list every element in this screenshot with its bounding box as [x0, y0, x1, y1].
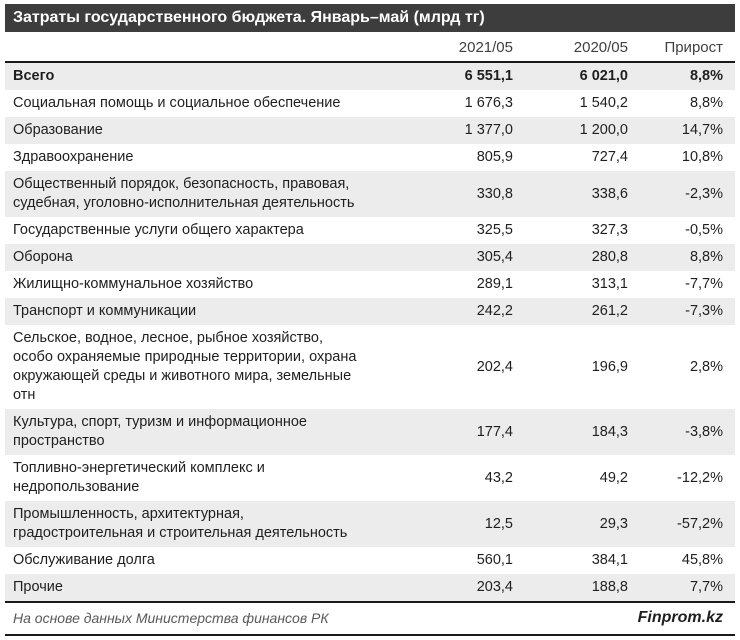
row-value-2020-05: 727,4 — [591, 149, 628, 165]
row-growth-value: 8,8% — [689, 68, 723, 84]
table-row: Общественный порядок, безопасность, прав… — [5, 171, 735, 217]
row-value-2021-05: 560,1 — [476, 552, 513, 568]
row-value-2021-05: 12,5 — [484, 515, 513, 532]
row-growth-value: -57,2% — [677, 515, 723, 532]
row-category-label: Государственные услуги общего характера — [13, 222, 304, 238]
row-value-2020-05: 261,2 — [591, 303, 628, 319]
row-growth-value: 7,7% — [628, 574, 735, 603]
table-row: Оборона 305,4 280,8 8,8% — [5, 244, 735, 271]
row-category-label: Образование — [13, 122, 103, 138]
table-row: Сельское, водное, лесное, рыбное хозяйст… — [5, 325, 735, 409]
table-row: Топливно-энергетический комплекс и недро… — [5, 455, 735, 501]
row-value-2020-05: 29,3 — [599, 515, 628, 532]
col-header-2020-05: 2020/05 — [513, 35, 628, 63]
row-category-label: Жилищно-коммунальное хозяйство — [13, 276, 254, 292]
row-value-2020-05: 1 540,2 — [579, 95, 628, 111]
row-value-2021-05: 305,4 — [476, 249, 513, 265]
brand-logo: Finprom.kz — [637, 609, 723, 626]
row-category-label: Культура, спорт, туризм и информационное… — [13, 414, 307, 449]
row-growth-value: 8,8% — [689, 95, 723, 111]
col-header-growth: Прирост — [628, 35, 735, 63]
row-value-2020-05: 327,3 — [591, 222, 628, 238]
row-category-label: Промышленность, архитектурная, градостро… — [13, 506, 348, 541]
row-value-2021-05: 203,4 — [373, 574, 513, 603]
table-row: Промышленность, архитектурная, градостро… — [5, 501, 735, 547]
row-value-2020-05: 384,1 — [591, 552, 628, 568]
row-growth-value: 14,7% — [681, 122, 723, 138]
row-value-2020-05: 280,8 — [591, 249, 628, 265]
row-growth-value: 45,8% — [681, 552, 723, 568]
table-row: Культура, спорт, туризм и информационное… — [5, 409, 735, 455]
footer: На основе данных Министерства финансов Р… — [5, 603, 735, 636]
row-value-2021-05: 6 551,1 — [464, 68, 513, 84]
row-value-2020-05: 49,2 — [599, 469, 628, 486]
budget-table: 2021/05 2020/05 Прирост Всего 6 551,1 6 … — [5, 35, 735, 603]
row-value-2020-05: 313,1 — [591, 276, 628, 292]
table-row: Социальная помощь и социальное обеспечен… — [5, 90, 735, 117]
row-value-2020-05: 196,9 — [591, 358, 628, 375]
row-value-2021-05: 330,8 — [476, 185, 513, 202]
table-row: Транспорт и коммуникации 242,2 261,2 -7,… — [5, 298, 735, 325]
row-value-2021-05: 805,9 — [476, 149, 513, 165]
row-category-label: Прочие — [5, 574, 373, 603]
row-category-label: Общественный порядок, безопасность, прав… — [13, 176, 355, 211]
row-category-label: Всего — [13, 68, 55, 84]
row-value-2020-05: 338,6 — [591, 185, 628, 202]
table-row: Всего 6 551,1 6 021,0 8,8% — [5, 62, 735, 90]
row-category-label: Транспорт и коммуникации — [13, 303, 197, 319]
row-value-2020-05: 6 021,0 — [579, 68, 628, 84]
row-value-2021-05: 1 377,0 — [464, 122, 513, 138]
row-category-label: Сельское, водное, лесное, рыбное хозяйст… — [13, 330, 357, 403]
title-bar: Затраты государственного бюджета. Январь… — [5, 4, 735, 32]
row-category-label: Оборона — [13, 249, 73, 265]
row-growth-value: -7,7% — [685, 276, 723, 292]
col-header-category — [5, 35, 373, 63]
table-row: Образование 1 377,0 1 200,0 14,7% — [5, 117, 735, 144]
row-value-2021-05: 177,4 — [476, 423, 513, 440]
row-category-label: Обслуживание долга — [13, 552, 155, 568]
row-value-2020-05: 1 200,0 — [579, 122, 628, 138]
row-value-2020-05: 188,8 — [513, 574, 628, 603]
row-value-2021-05: 43,2 — [484, 469, 513, 486]
table-header-row: 2021/05 2020/05 Прирост — [5, 35, 735, 63]
table-body: Всего 6 551,1 6 021,0 8,8% Социальная по… — [5, 62, 735, 603]
table-row: Обслуживание долга 560,1 384,1 45,8% — [5, 547, 735, 574]
row-growth-value: -2,3% — [685, 185, 723, 202]
budget-infographic: Затраты государственного бюджета. Январь… — [5, 4, 735, 636]
table-row: Здравоохранение 805,9 727,4 10,8% — [5, 144, 735, 171]
row-growth-value: -0,5% — [685, 222, 723, 238]
row-value-2021-05: 1 676,3 — [464, 95, 513, 111]
row-growth-value: 8,8% — [689, 249, 723, 265]
row-value-2020-05: 184,3 — [591, 423, 628, 440]
page-title: Затраты государственного бюджета. Январь… — [13, 9, 485, 26]
row-value-2021-05: 289,1 — [476, 276, 513, 292]
row-category-label: Топливно-энергетический комплекс и недро… — [13, 460, 265, 495]
row-growth-value: -12,2% — [677, 469, 723, 486]
row-growth-value: 10,8% — [681, 149, 723, 165]
row-value-2021-05: 202,4 — [476, 358, 513, 375]
table-row: Прочие 203,4 188,8 7,7% — [5, 574, 735, 603]
row-category-label: Социальная помощь и социальное обеспечен… — [13, 95, 341, 111]
row-value-2021-05: 325,5 — [476, 222, 513, 238]
col-header-2021-05: 2021/05 — [373, 35, 513, 63]
row-growth-value: -3,8% — [685, 423, 723, 440]
table-row: Жилищно-коммунальное хозяйство 289,1 313… — [5, 271, 735, 298]
source-note: На основе данных Министерства финансов Р… — [13, 610, 329, 626]
row-growth-value: -7,3% — [685, 303, 723, 319]
row-category-label: Здравоохранение — [13, 149, 134, 165]
row-value-2021-05: 242,2 — [476, 303, 513, 319]
table-row: Государственные услуги общего характера … — [5, 217, 735, 244]
row-growth-value: 2,8% — [689, 358, 723, 375]
